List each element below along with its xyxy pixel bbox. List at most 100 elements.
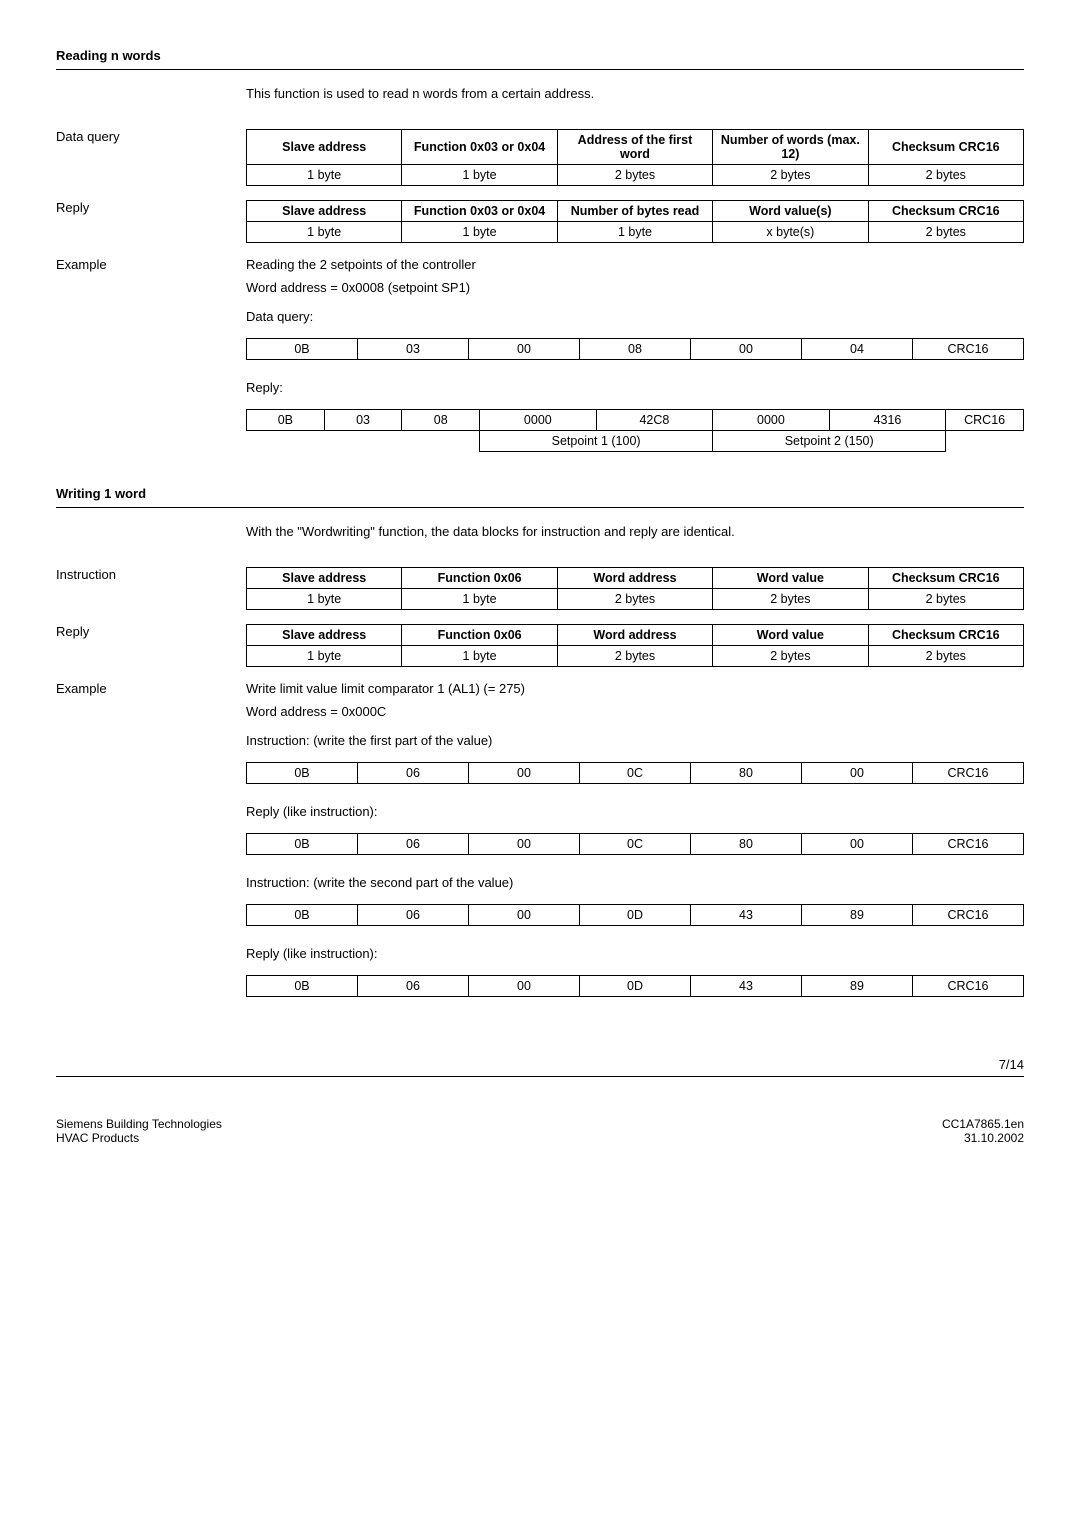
td: 0B bbox=[247, 905, 358, 926]
td: 2 bytes bbox=[868, 165, 1023, 186]
sample-table: 0B 03 08 0000 42C8 0000 4316 CRC16 Setpo… bbox=[246, 409, 1024, 452]
footer-left-top: Siemens Building Technologies bbox=[56, 1117, 222, 1131]
td: 1 byte bbox=[402, 165, 557, 186]
td: 00 bbox=[469, 834, 580, 855]
caption: Instruction: (write the first part of th… bbox=[246, 733, 1024, 748]
th: Slave address bbox=[247, 201, 402, 222]
sample-table: 0B 06 00 0C 80 00 CRC16 bbox=[246, 833, 1024, 855]
section-rule bbox=[56, 69, 1024, 70]
td: 06 bbox=[358, 763, 469, 784]
td: 42C8 bbox=[596, 410, 713, 431]
section-rule bbox=[56, 507, 1024, 508]
td: 06 bbox=[358, 834, 469, 855]
footer-rule bbox=[56, 1076, 1024, 1077]
th: Word address bbox=[557, 568, 712, 589]
example-label: Example bbox=[56, 681, 246, 696]
td: CRC16 bbox=[913, 339, 1024, 360]
td: 0B bbox=[247, 976, 358, 997]
td: CRC16 bbox=[946, 410, 1024, 431]
td: 89 bbox=[802, 976, 913, 997]
section-title: Writing 1 word bbox=[56, 486, 1024, 501]
td: 00 bbox=[469, 763, 580, 784]
td: CRC16 bbox=[913, 763, 1024, 784]
th: Function 0x06 bbox=[402, 568, 557, 589]
td: 00 bbox=[691, 339, 802, 360]
th: Checksum CRC16 bbox=[868, 130, 1023, 165]
td: 43 bbox=[691, 976, 802, 997]
th: Function 0x06 bbox=[402, 625, 557, 646]
footer-left-bottom: HVAC Products bbox=[56, 1131, 222, 1145]
td: 2 bytes bbox=[557, 165, 712, 186]
section-title: Reading n words bbox=[56, 48, 1024, 63]
th: Word value bbox=[713, 568, 868, 589]
footer: Siemens Building Technologies HVAC Produ… bbox=[56, 1117, 1024, 1145]
td: 08 bbox=[580, 339, 691, 360]
data-query-table: Slave address Function 0x03 or 0x04 Addr… bbox=[246, 129, 1024, 186]
td: 06 bbox=[358, 905, 469, 926]
td: 2 bytes bbox=[713, 165, 868, 186]
example-text: Write limit value limit comparator 1 (AL… bbox=[246, 681, 1024, 696]
data-query-label: Data query bbox=[56, 129, 246, 144]
reply-label: Reply bbox=[56, 200, 246, 215]
caption: Instruction: (write the second part of t… bbox=[246, 875, 1024, 890]
th: Word address bbox=[557, 625, 712, 646]
td: 00 bbox=[469, 339, 580, 360]
td: x byte(s) bbox=[713, 222, 868, 243]
intro-text: This function is used to read n words fr… bbox=[246, 86, 1024, 101]
td: 2 bytes bbox=[868, 589, 1023, 610]
td: 4316 bbox=[829, 410, 946, 431]
td: CRC16 bbox=[913, 905, 1024, 926]
sample-table: 0B 06 00 0D 43 89 CRC16 bbox=[246, 904, 1024, 926]
td: 0D bbox=[580, 905, 691, 926]
td: 0B bbox=[247, 339, 358, 360]
td: 06 bbox=[358, 976, 469, 997]
th: Function 0x03 or 0x04 bbox=[402, 130, 557, 165]
td: 00 bbox=[802, 834, 913, 855]
td: 2 bytes bbox=[557, 589, 712, 610]
td: 2 bytes bbox=[868, 222, 1023, 243]
td: 1 byte bbox=[402, 222, 557, 243]
td: 03 bbox=[324, 410, 402, 431]
td: 1 byte bbox=[402, 589, 557, 610]
th: Slave address bbox=[247, 130, 402, 165]
th: Slave address bbox=[247, 625, 402, 646]
example-text: Reading the 2 setpoints of the controlle… bbox=[246, 257, 1024, 272]
reply-table: Slave address Function 0x06 Word address… bbox=[246, 624, 1024, 667]
td: CRC16 bbox=[913, 834, 1024, 855]
td: 00 bbox=[802, 763, 913, 784]
td: 2 bytes bbox=[713, 589, 868, 610]
td: 0B bbox=[247, 763, 358, 784]
sample-table: 0B 03 00 08 00 04 CRC16 bbox=[246, 338, 1024, 360]
caption: Reply: bbox=[246, 380, 1024, 395]
example-label: Example bbox=[56, 257, 246, 272]
th: Function 0x03 or 0x04 bbox=[402, 201, 557, 222]
td: 0C bbox=[580, 763, 691, 784]
td: 0B bbox=[247, 834, 358, 855]
td: 2 bytes bbox=[557, 646, 712, 667]
td: 00 bbox=[469, 976, 580, 997]
td: 0D bbox=[580, 976, 691, 997]
intro-text: With the "Wordwriting" function, the dat… bbox=[246, 524, 1024, 539]
td: Setpoint 1 (100) bbox=[480, 431, 713, 452]
th: Checksum CRC16 bbox=[868, 568, 1023, 589]
td: 1 byte bbox=[402, 646, 557, 667]
example-text: Word address = 0x000C bbox=[246, 704, 1024, 719]
td: 1 byte bbox=[247, 222, 402, 243]
instruction-table: Slave address Function 0x06 Word address… bbox=[246, 567, 1024, 610]
reply-table: Slave address Function 0x03 or 0x04 Numb… bbox=[246, 200, 1024, 243]
th: Slave address bbox=[247, 568, 402, 589]
td: 89 bbox=[802, 905, 913, 926]
page-number: 7/14 bbox=[999, 1057, 1024, 1072]
th: Word value(s) bbox=[713, 201, 868, 222]
caption: Data query: bbox=[246, 309, 1024, 324]
instruction-label: Instruction bbox=[56, 567, 246, 582]
caption: Reply (like instruction): bbox=[246, 946, 1024, 961]
td: 1 byte bbox=[557, 222, 712, 243]
td: 03 bbox=[358, 339, 469, 360]
td: 0C bbox=[580, 834, 691, 855]
td: 1 byte bbox=[247, 165, 402, 186]
td: Setpoint 2 (150) bbox=[713, 431, 946, 452]
th: Word value bbox=[713, 625, 868, 646]
sample-table: 0B 06 00 0D 43 89 CRC16 bbox=[246, 975, 1024, 997]
th: Number of words (max. 12) bbox=[713, 130, 868, 165]
